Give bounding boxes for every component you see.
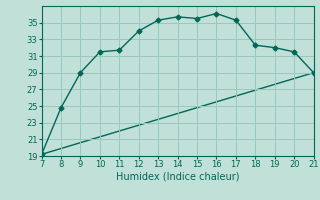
X-axis label: Humidex (Indice chaleur): Humidex (Indice chaleur) (116, 172, 239, 182)
